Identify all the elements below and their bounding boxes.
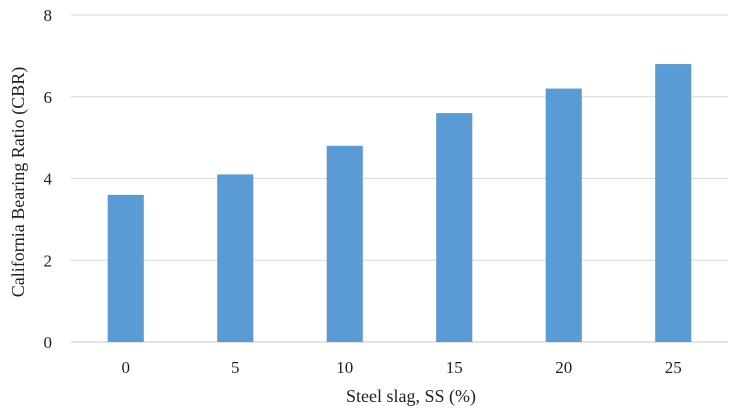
y-tick-label: 8	[44, 6, 53, 25]
bar-15	[436, 113, 473, 342]
y-tick-label: 4	[44, 170, 53, 189]
x-axis-title: Steel slag, SS (%)	[346, 386, 476, 407]
bar-0	[107, 194, 144, 342]
x-tick-label: 5	[231, 358, 240, 377]
y-tick-labels: 0 2 4 6 8	[44, 6, 53, 352]
y-tick-label: 2	[44, 251, 53, 270]
x-tick-label: 15	[446, 358, 463, 377]
gridlines	[71, 14, 728, 343]
bar-5	[217, 174, 254, 342]
x-tick-label: 20	[555, 358, 572, 377]
y-axis-title: California Bearing Ratio (CBR)	[8, 67, 29, 297]
x-tick-label: 0	[122, 358, 131, 377]
bar-20	[545, 88, 582, 342]
bar-10	[326, 145, 363, 342]
bars	[107, 64, 692, 343]
x-tick-label: 25	[665, 358, 682, 377]
y-tick-label: 0	[44, 333, 53, 352]
x-tick-label: 10	[336, 358, 353, 377]
bar-25	[655, 64, 692, 343]
x-tick-labels: 0 5 10 15 20 25	[122, 358, 682, 377]
y-tick-label: 6	[44, 88, 53, 107]
